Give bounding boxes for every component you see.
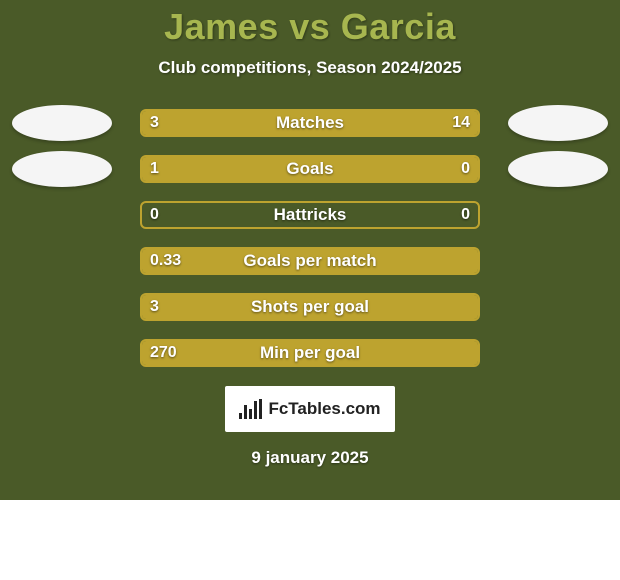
stat-row: Goals per match0.33 <box>0 238 620 284</box>
stat-rows: Matches314Goals10Hattricks00Goals per ma… <box>0 100 620 376</box>
site-badge: FcTables.com <box>225 386 395 432</box>
stat-row: Hattricks00 <box>0 192 620 238</box>
stat-value-left: 3 <box>150 100 206 146</box>
player-avatar-left <box>12 151 112 187</box>
stat-value-left: 0 <box>150 192 206 238</box>
badge-text: FcTables.com <box>268 399 380 419</box>
subtitle: Club competitions, Season 2024/2025 <box>0 58 620 78</box>
player-avatar-right <box>508 151 608 187</box>
bar-chart-icon <box>239 399 262 419</box>
player-avatar-left <box>12 105 112 141</box>
stat-value-right: 0 <box>414 146 470 192</box>
stat-value-left: 270 <box>150 330 206 376</box>
comparison-card: James vs Garcia Club competitions, Seaso… <box>0 0 620 500</box>
stat-value-right: 14 <box>414 100 470 146</box>
footer-date: 9 january 2025 <box>0 448 620 468</box>
stat-row: Shots per goal3 <box>0 284 620 330</box>
stat-row: Goals10 <box>0 146 620 192</box>
player-avatar-right <box>508 105 608 141</box>
stat-value-left: 1 <box>150 146 206 192</box>
stat-row: Min per goal270 <box>0 330 620 376</box>
stat-value-left: 0.33 <box>150 238 206 284</box>
page-title: James vs Garcia <box>0 6 620 48</box>
stat-row: Matches314 <box>0 100 620 146</box>
stat-value-left: 3 <box>150 284 206 330</box>
stat-value-right: 0 <box>414 192 470 238</box>
